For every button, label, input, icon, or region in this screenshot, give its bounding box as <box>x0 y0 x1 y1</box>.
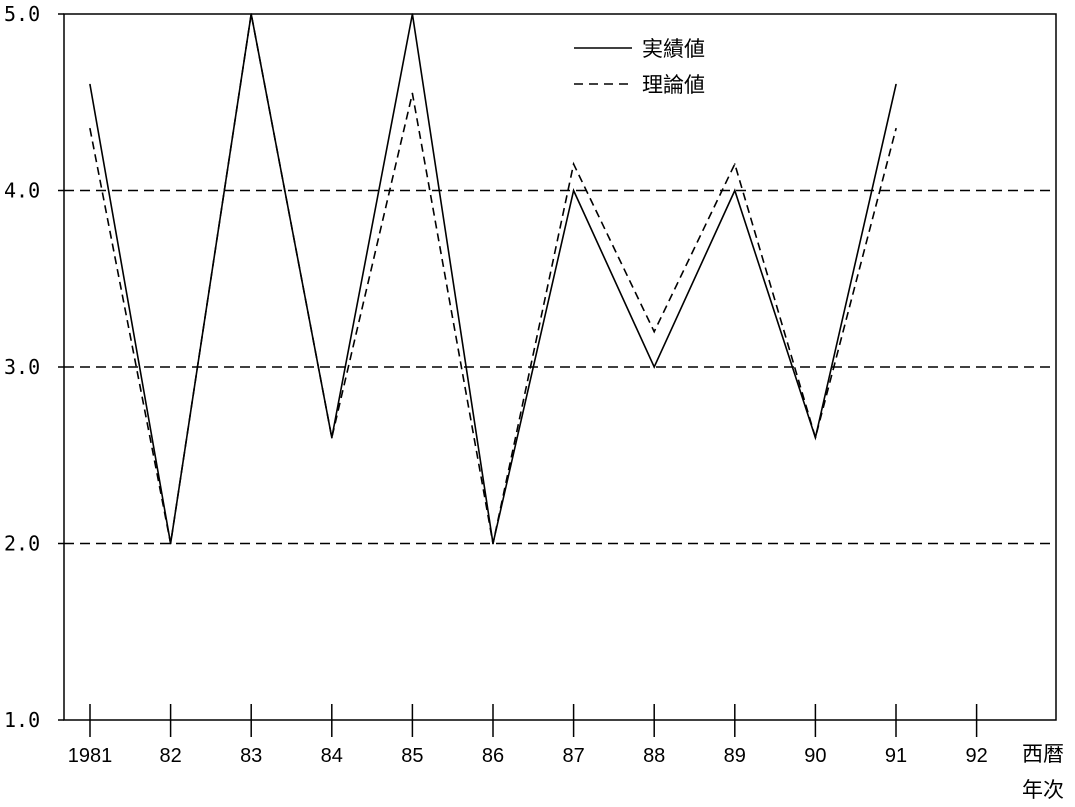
grid-lines <box>64 189 1056 545</box>
x-tick-label-10: 91 <box>885 745 907 767</box>
x-axis-title-line1: 西暦 <box>1022 742 1064 766</box>
series-0-point-0 <box>89 83 91 86</box>
series-1-point-0 <box>89 127 91 130</box>
series-1-point-6 <box>572 163 575 165</box>
series-1-point-7 <box>653 330 655 333</box>
series-0-point-8 <box>734 189 736 192</box>
series-1-point-2 <box>250 13 252 15</box>
x-tick-label-3: 84 <box>321 745 343 767</box>
legend: 実績値 理論値 <box>574 37 705 97</box>
series-1-point-4 <box>411 92 414 95</box>
series-line-1 <box>89 13 897 544</box>
x-tick-label-9: 90 <box>804 745 826 767</box>
series-1-point-3 <box>331 436 333 439</box>
series-1-point-10 <box>895 127 897 130</box>
x-axis-title-line2: 年次 <box>1022 778 1064 802</box>
x-tick-label-6: 87 <box>562 745 584 767</box>
legend-label-actual: 実績値 <box>642 37 705 61</box>
y-tick-label-2: 3.0 <box>4 355 40 379</box>
y-tick-label-0: 1.0 <box>4 708 40 732</box>
y-axis-ticks: 1.0 2.0 3.0 4.0 5.0 <box>4 2 64 732</box>
y-tick-label-3: 4.0 <box>4 179 40 203</box>
x-tick-label-4: 85 <box>401 745 423 767</box>
x-tick-label-7: 88 <box>643 745 665 767</box>
series-1-point-9 <box>814 436 817 439</box>
series-0-point-4 <box>411 13 414 15</box>
x-tick-label-0: 1981 <box>68 745 113 767</box>
series-lines <box>89 13 897 545</box>
series-1-point-5 <box>492 542 494 545</box>
x-tick-label-8: 89 <box>724 745 746 767</box>
series-0-point-10 <box>895 83 897 86</box>
x-axis-ticks: 1981 82 83 84 85 86 87 88 89 90 91 92 <box>68 704 988 767</box>
series-1-point-1 <box>169 542 172 545</box>
y-tick-label-1: 2.0 <box>4 532 40 556</box>
series-0-point-7 <box>653 366 655 368</box>
y-tick-label-4: 5.0 <box>4 2 40 26</box>
x-tick-label-1: 82 <box>159 745 181 767</box>
x-tick-label-5: 86 <box>482 745 504 767</box>
x-tick-label-11: 92 <box>965 745 987 767</box>
series-1-point-8 <box>734 163 736 165</box>
series-0-point-6 <box>572 189 575 192</box>
legend-label-theory: 理論値 <box>642 73 705 97</box>
x-tick-label-2: 83 <box>240 745 262 767</box>
